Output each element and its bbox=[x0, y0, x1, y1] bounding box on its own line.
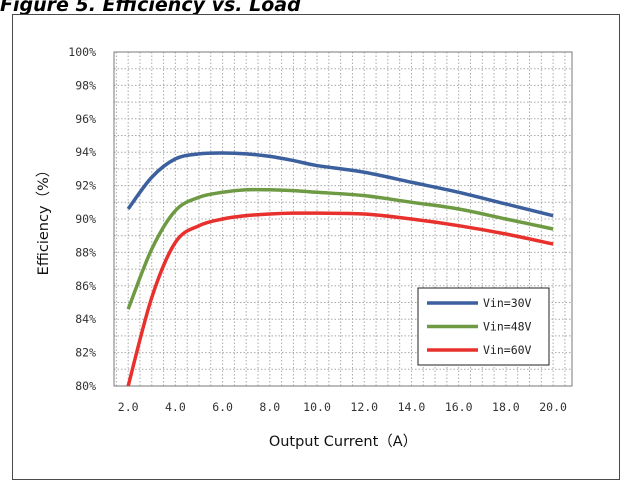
legend-label: Vin=30V bbox=[483, 296, 532, 310]
y-axis-ticks: 80% 82% 84% 86% 88% 90% 92% 94% 96% 98% 100% bbox=[68, 45, 96, 393]
x-tick-label: 16.0 bbox=[445, 400, 473, 414]
y-tick-label: 82% bbox=[75, 346, 96, 360]
x-tick-label: 20.0 bbox=[539, 400, 567, 414]
series-line-2 bbox=[126, 187, 554, 310]
legend: Vin=30V Vin=48V Vin=60V bbox=[417, 287, 550, 366]
x-axis-ticks: 2.0 4.0 6.0 8.0 10.0 12.0 14.0 16.0 18.0 20.0 bbox=[118, 400, 567, 414]
x-tick-label: 8.0 bbox=[259, 400, 280, 414]
x-tick-label: 10.0 bbox=[303, 400, 331, 414]
series-line-3 bbox=[126, 211, 554, 387]
series-line-1 bbox=[126, 151, 554, 218]
x-tick-label: 2.0 bbox=[118, 400, 139, 414]
figure-caption: Figure 5. Efficiency vs. Load bbox=[0, 0, 301, 16]
x-tick-label: 14.0 bbox=[398, 400, 426, 414]
x-tick-label: 12.0 bbox=[350, 400, 378, 414]
grid-lines bbox=[114, 52, 572, 386]
y-tick-label: 96% bbox=[75, 112, 96, 126]
x-tick-label: 4.0 bbox=[165, 400, 186, 414]
x-tick-label: 6.0 bbox=[212, 400, 233, 414]
series-lines bbox=[126, 151, 554, 387]
legend-label: Vin=48V bbox=[483, 320, 532, 334]
chart-frame bbox=[12, 14, 620, 480]
plot-area-border bbox=[113, 51, 573, 387]
y-tick-label: 80% bbox=[75, 379, 96, 393]
y-tick-label: 100% bbox=[68, 45, 96, 59]
x-axis-title: Output Current（A） bbox=[269, 433, 417, 450]
y-tick-label: 88% bbox=[75, 245, 96, 259]
y-tick-label: 92% bbox=[75, 179, 96, 193]
legend-label: Vin=60V bbox=[483, 343, 532, 357]
y-tick-label: 94% bbox=[75, 145, 96, 159]
x-tick-label: 18.0 bbox=[492, 400, 520, 414]
y-tick-label: 86% bbox=[75, 279, 96, 293]
y-tick-label: 84% bbox=[75, 312, 96, 326]
y-tick-label: 90% bbox=[75, 212, 96, 226]
y-axis-title: Efficiency（%） bbox=[35, 163, 52, 276]
y-tick-label: 98% bbox=[75, 78, 96, 92]
